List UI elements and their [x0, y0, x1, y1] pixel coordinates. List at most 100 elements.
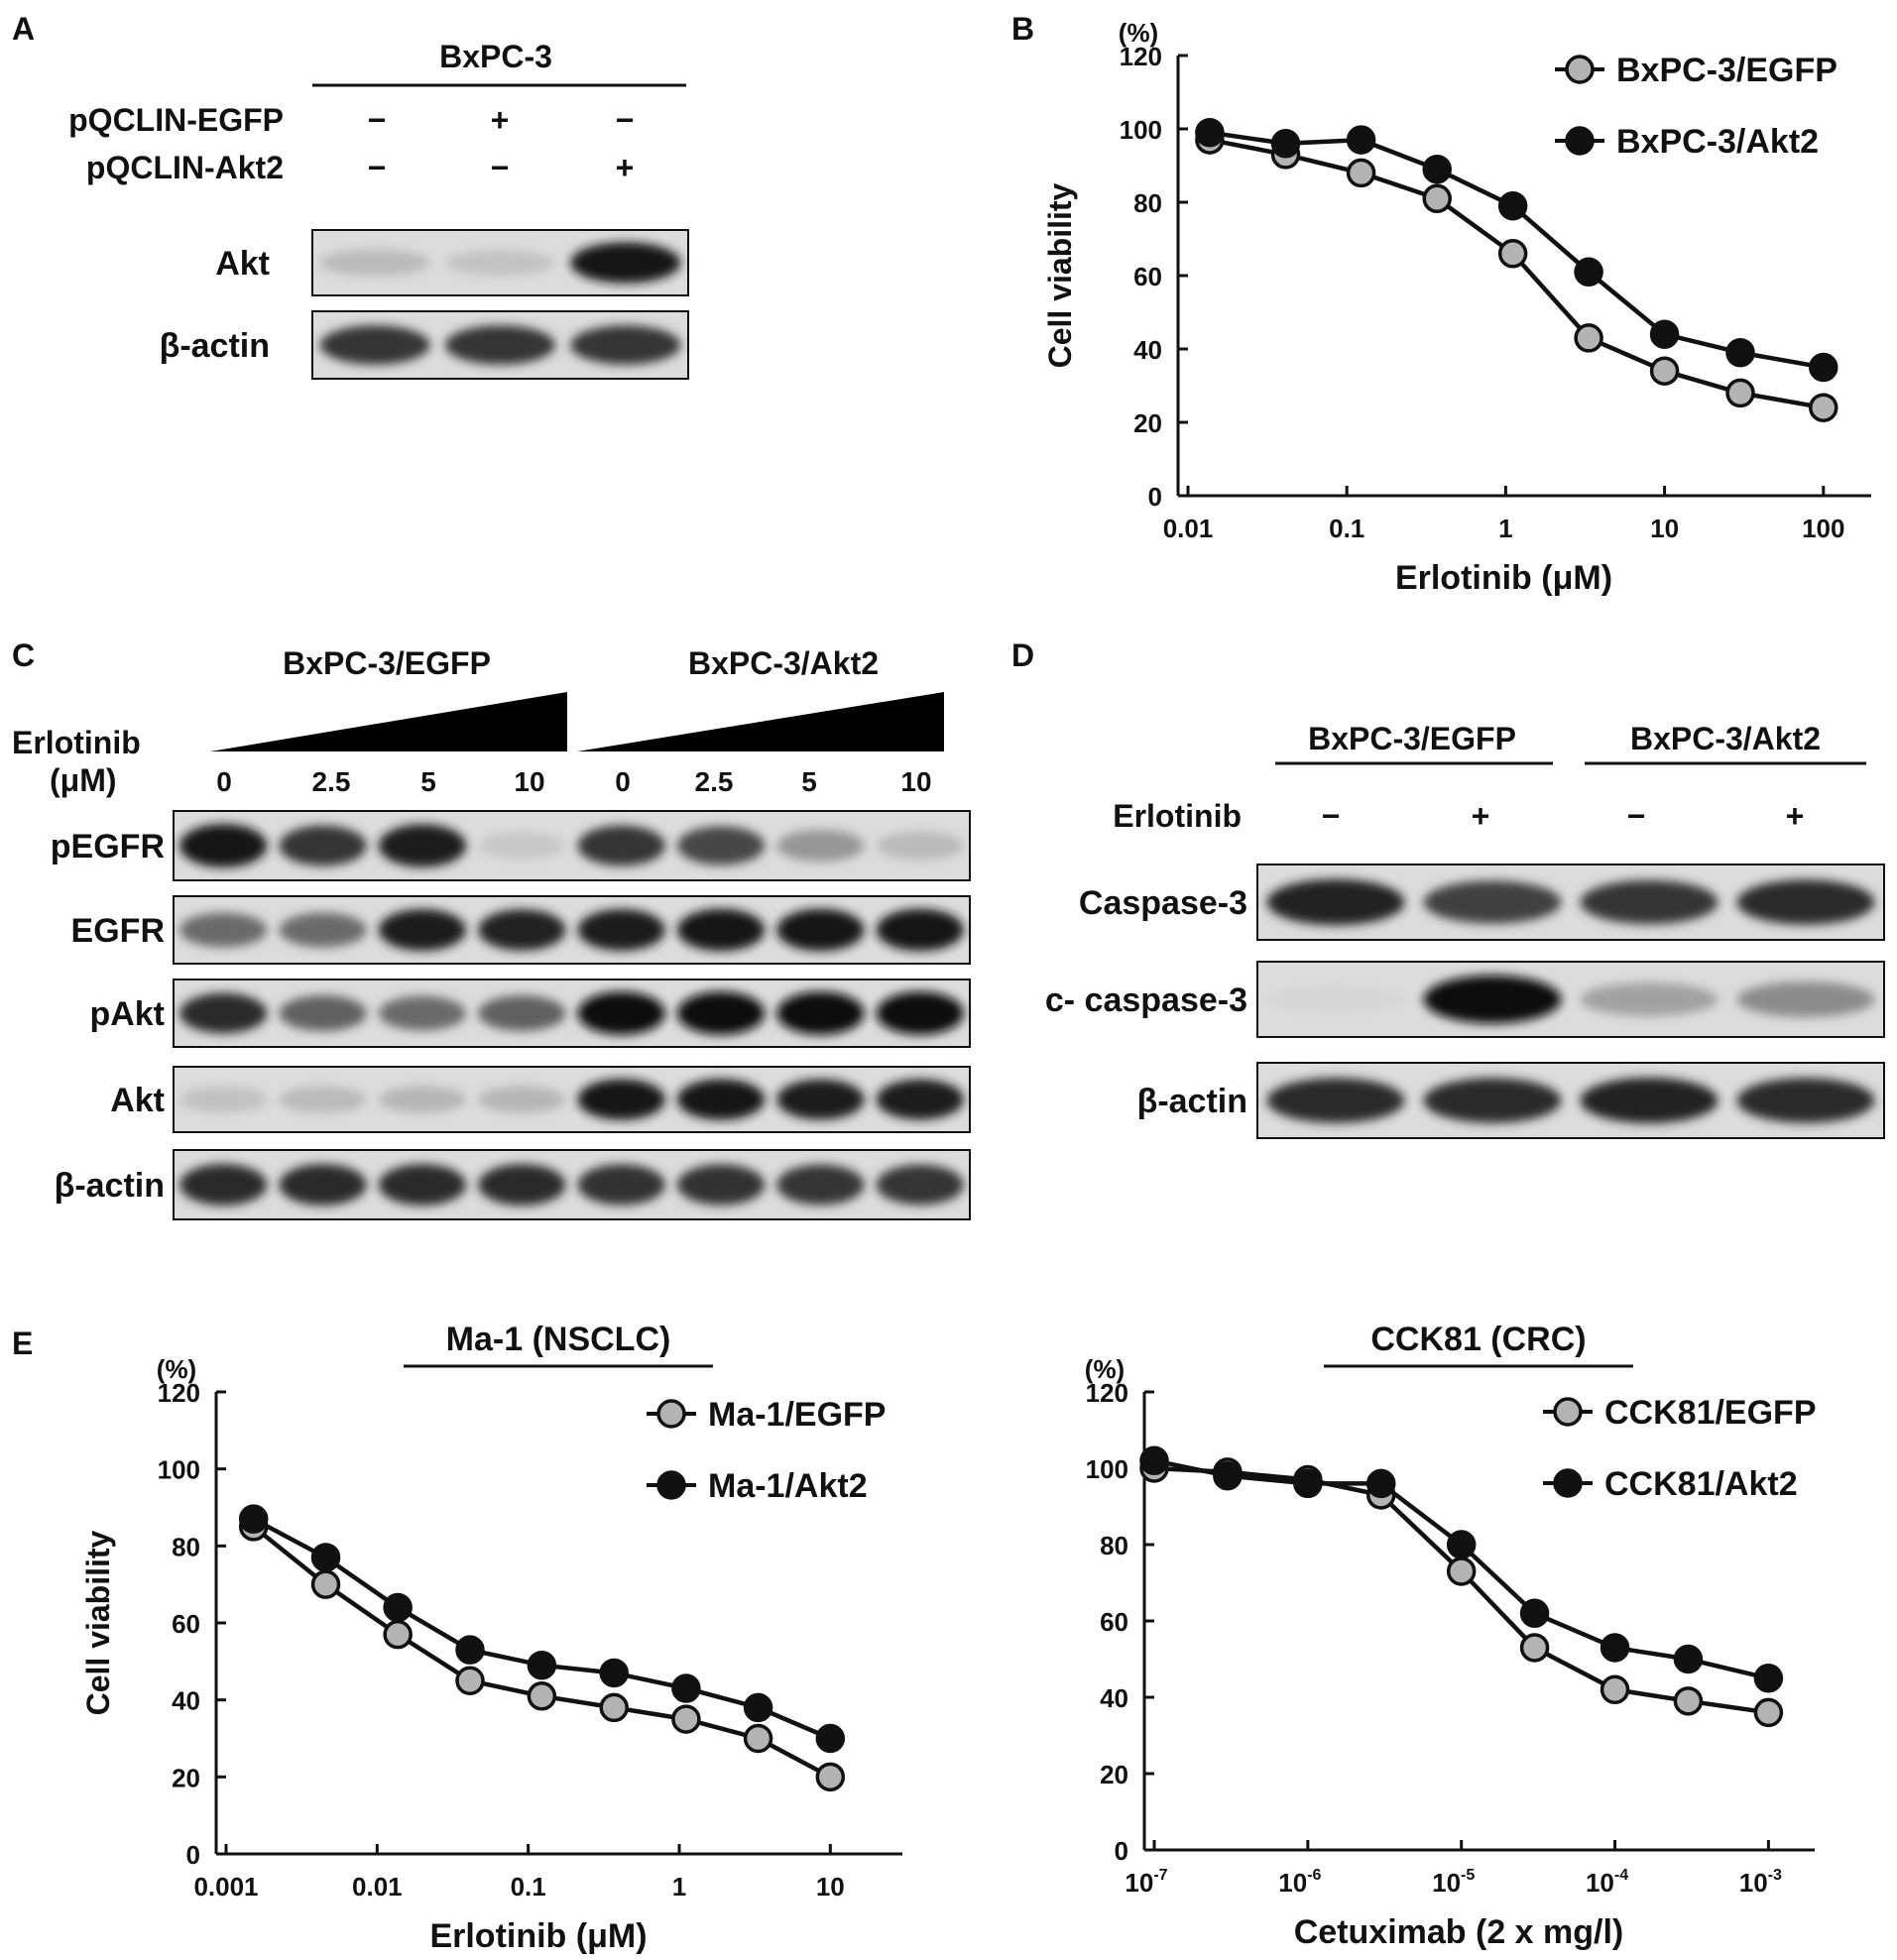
- y-tick-label: 20: [1100, 1760, 1128, 1789]
- series-line: [1153, 1465, 1769, 1715]
- data-point: [455, 1666, 485, 1695]
- blot-band: [776, 1164, 865, 1206]
- group-label-egfp: BxPC-3/EGFP: [1308, 721, 1516, 756]
- data-point: [1270, 129, 1301, 159]
- y-tick-label: 60: [1133, 262, 1162, 291]
- y-unit-label: (%): [1119, 18, 1158, 48]
- x-tick-label: 10-5: [1432, 1867, 1475, 1898]
- x-tick-label: 0.01: [352, 1872, 403, 1902]
- legend-label: CCK81/EGFP: [1604, 1394, 1817, 1432]
- condition-sign: −: [616, 102, 635, 138]
- blot-band: [378, 995, 467, 1031]
- blot-label: Akt: [110, 1082, 165, 1119]
- blot-band: [279, 1164, 367, 1206]
- blot-band: [1736, 1078, 1875, 1123]
- panel-letter-e: E: [12, 1326, 33, 1361]
- legend-entry: CCK81/EGFP: [1543, 1394, 1817, 1432]
- treatment-unit: (μM): [50, 762, 117, 798]
- data-point: [1293, 1468, 1323, 1499]
- blot-band: [179, 992, 268, 1034]
- condition-sign: +: [1786, 798, 1805, 834]
- blot-band: [876, 1164, 964, 1206]
- data-point: [1497, 239, 1528, 269]
- panel-d: D BxPC-3/EGFP BxPC-3/Akt2 Erlotinib − + …: [1011, 637, 1885, 1139]
- series-bxpc-3-akt2: [1195, 117, 1838, 383]
- series-cck81-akt2: [1139, 1445, 1784, 1693]
- data-point: [310, 1569, 341, 1599]
- x-tick-label: 10-7: [1125, 1867, 1167, 1898]
- data-point: [455, 1635, 485, 1665]
- legend-label: BxPC-3/EGFP: [1616, 52, 1838, 89]
- blot-band: [478, 1164, 566, 1206]
- condition-sign: −: [1627, 798, 1646, 834]
- x-tick-label: 10: [1650, 514, 1679, 543]
- blot-band: [570, 325, 681, 365]
- data-point: [1422, 183, 1452, 214]
- data-point: [527, 1650, 557, 1680]
- data-point: [815, 1723, 846, 1754]
- blot-band: [577, 825, 665, 866]
- legend-entry: CCK81/Akt2: [1543, 1465, 1798, 1503]
- blot-band: [1266, 984, 1405, 1014]
- y-tick-label: 100: [1086, 1454, 1128, 1484]
- legend-marker: [1553, 1397, 1583, 1427]
- blot-band: [319, 249, 430, 277]
- group-label-akt2: BxPC-3/Akt2: [688, 645, 879, 681]
- x-tick-label: 0.001: [193, 1872, 258, 1902]
- blot-c-egfr: EGFR: [71, 895, 971, 965]
- blot-label: pEGFR: [51, 828, 165, 865]
- x-tick-label: 10-4: [1586, 1867, 1628, 1898]
- condition-sign: −: [491, 150, 510, 185]
- row-label-akt2: pQCLIN-Akt2: [86, 150, 284, 185]
- blot-band: [776, 1079, 865, 1120]
- y-tick-label: 120: [1120, 42, 1162, 71]
- data-point: [599, 1692, 629, 1723]
- data-point: [383, 1619, 413, 1650]
- group-label-egfp: BxPC-3/EGFP: [283, 645, 491, 681]
- y-tick-label: 20: [1133, 408, 1162, 438]
- legend-label: Ma-1/Akt2: [708, 1467, 868, 1505]
- chart-e-left: 0 20 40 60 80 100 120 0.001 0.01 0.1 1 10 (%) Cell vi…: [80, 1321, 902, 1955]
- data-point: [815, 1762, 846, 1792]
- blot-label: Caspase-3: [1079, 884, 1247, 922]
- blot-band: [378, 1086, 467, 1113]
- data-point: [671, 1673, 701, 1703]
- blot-band: [876, 908, 964, 952]
- legend-entry: BxPC-3/Akt2: [1555, 123, 1819, 161]
- dose-wedge-akt2: [577, 692, 944, 751]
- data-point: [743, 1723, 773, 1754]
- blot-band: [1580, 982, 1719, 1016]
- legend-marker: [1553, 1468, 1583, 1498]
- data-point: [1446, 1556, 1477, 1586]
- y-tick-label: 100: [158, 1455, 200, 1485]
- y-tick-label: 80: [172, 1532, 200, 1561]
- x-axis-title: Erlotinib (μM): [1395, 559, 1612, 597]
- blot-band: [478, 832, 566, 860]
- legend-entry: Ma-1/EGFP: [647, 1396, 886, 1434]
- y-tick-label: 120: [1086, 1378, 1128, 1408]
- chart-b: 0 20 40 60 80 100 120 0.01 0.1 1 10 100 (%) Cell viab…: [1042, 18, 1871, 597]
- data-point: [1139, 1445, 1169, 1476]
- blot-band: [577, 1079, 665, 1120]
- condition-sign: −: [368, 150, 387, 185]
- y-tick-label: 60: [1100, 1607, 1128, 1637]
- y-tick-label: 60: [172, 1609, 200, 1639]
- blot-band: [776, 991, 865, 1035]
- data-point: [1725, 337, 1755, 368]
- blot-c-akt: Akt: [110, 1066, 971, 1133]
- y-tick-label: 120: [158, 1378, 200, 1408]
- blot-band: [1423, 880, 1562, 924]
- blot-c-actin: β-actin: [55, 1149, 971, 1220]
- blot-label: pAkt: [89, 995, 165, 1033]
- blot-band: [179, 824, 268, 867]
- treatment-label: Erlotinib: [1113, 798, 1242, 834]
- panel-c: C BxPC-3/EGFP BxPC-3/Akt2 Erlotinib (μM)…: [12, 637, 971, 1220]
- cell-line-title: BxPC-3: [439, 39, 552, 74]
- y-tick-label: 0: [1115, 1836, 1128, 1866]
- blot-label: β-actin: [160, 327, 270, 365]
- condition-signs: − + − − − +: [368, 102, 635, 185]
- panel-letter-d: D: [1011, 637, 1034, 673]
- blot-band: [876, 991, 964, 1035]
- legend-label: CCK81/Akt2: [1604, 1465, 1798, 1503]
- blot-band: [776, 829, 865, 863]
